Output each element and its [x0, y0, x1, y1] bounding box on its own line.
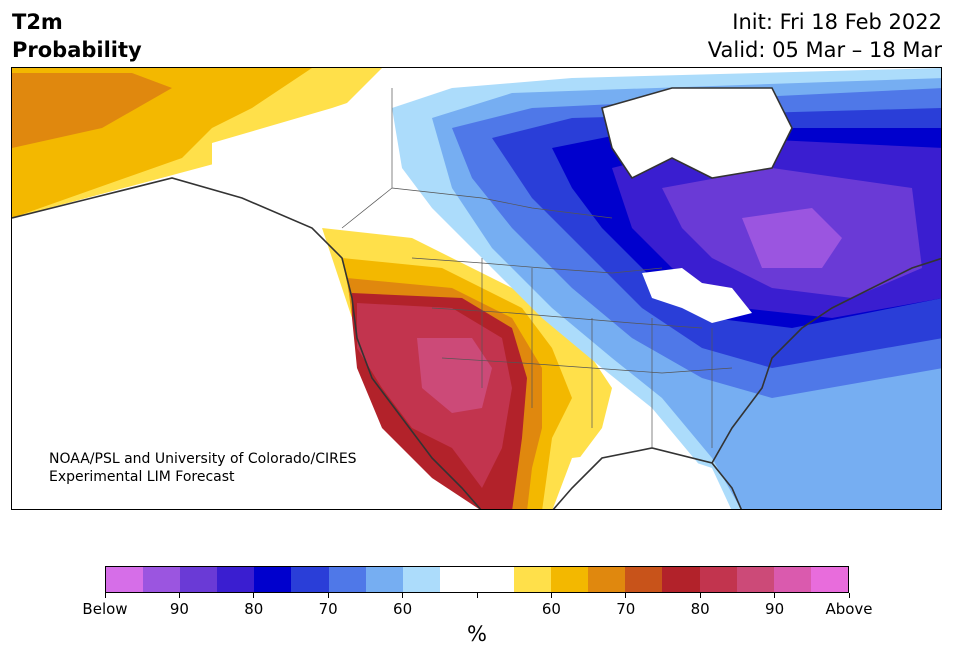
colorbar-segment — [217, 567, 255, 592]
colorbar-segment — [402, 567, 440, 592]
credit-line-2: Experimental LIM Forecast — [49, 469, 235, 485]
colorbar-segment — [625, 567, 663, 592]
warm-region-dark-orange-alaska — [12, 73, 172, 148]
colorbar-segment — [254, 567, 292, 592]
colorbar-segment — [365, 567, 403, 592]
colorbar-tick-label: Below — [82, 600, 128, 618]
colorbar-tick — [699, 593, 701, 598]
title-type: Probability — [12, 38, 142, 62]
coast-white-cutout — [212, 88, 442, 243]
colorbar-tick — [327, 593, 329, 598]
colorbar-segment — [551, 567, 589, 592]
valid-period: Valid: 05 Mar – 18 Mar — [707, 38, 942, 62]
colorbar-segment — [662, 567, 700, 592]
colorbar-tick — [253, 593, 255, 598]
map-title: T2m Probability — [12, 8, 142, 64]
hudson-bay — [602, 88, 792, 178]
credit-line-1: NOAA/PSL and University of Colorado/CIRE… — [49, 451, 357, 467]
colorbar-tick-label: 60 — [541, 600, 561, 618]
colorbar-tick-label: 80 — [690, 600, 710, 618]
init-date: Init: Fri 18 Feb 2022 — [732, 10, 942, 34]
colorbar-tick-label: 70 — [318, 600, 338, 618]
colorbar-segment — [143, 567, 181, 592]
title-variable: T2m — [12, 10, 63, 34]
probability-map — [11, 67, 942, 510]
warm-region-sw-pink — [417, 338, 492, 413]
colorbar-segment — [439, 567, 477, 592]
colorbar-segment — [328, 567, 366, 592]
colorbar-tick — [774, 593, 776, 598]
map-canvas — [12, 68, 941, 509]
colorbar-segment — [514, 567, 552, 592]
colorbar-tick-label: 90 — [765, 600, 785, 618]
colorbar-segment — [476, 567, 515, 592]
pacific-ocean — [12, 178, 479, 509]
colorbar-segment — [291, 567, 329, 592]
colorbar-segment — [106, 567, 144, 592]
colorbar — [105, 566, 849, 593]
forecast-dates: Init: Fri 18 Feb 2022 Valid: 05 Mar – 18… — [708, 8, 942, 64]
colorbar-tick-label: 80 — [244, 600, 264, 618]
colorbar-tick — [550, 593, 552, 598]
colorbar-unit: % — [467, 622, 487, 646]
colorbar-tick-label: Above — [825, 600, 873, 618]
colorbar-tick-label: 90 — [169, 600, 189, 618]
credit-text: NOAA/PSL and University of Colorado/CIRE… — [49, 450, 357, 486]
colorbar-tick — [476, 593, 478, 598]
colorbar-tick — [104, 593, 106, 598]
colorbar-segment — [180, 567, 218, 592]
colorbar-tick — [178, 593, 180, 598]
colorbar-segment — [810, 567, 848, 592]
colorbar-tick-label: 60 — [393, 600, 413, 618]
colorbar-tick — [848, 593, 850, 598]
great-lakes — [642, 268, 752, 323]
colorbar-segment — [773, 567, 811, 592]
colorbar-segment — [699, 567, 737, 592]
colorbar-tick — [625, 593, 627, 598]
colorbar-segment — [588, 567, 626, 592]
cold-region-lilac — [742, 208, 842, 268]
state-borders — [341, 88, 733, 448]
colorbar-segment — [736, 567, 774, 592]
colorbar-tick-label: 70 — [616, 600, 636, 618]
colorbar-tick — [402, 593, 404, 598]
